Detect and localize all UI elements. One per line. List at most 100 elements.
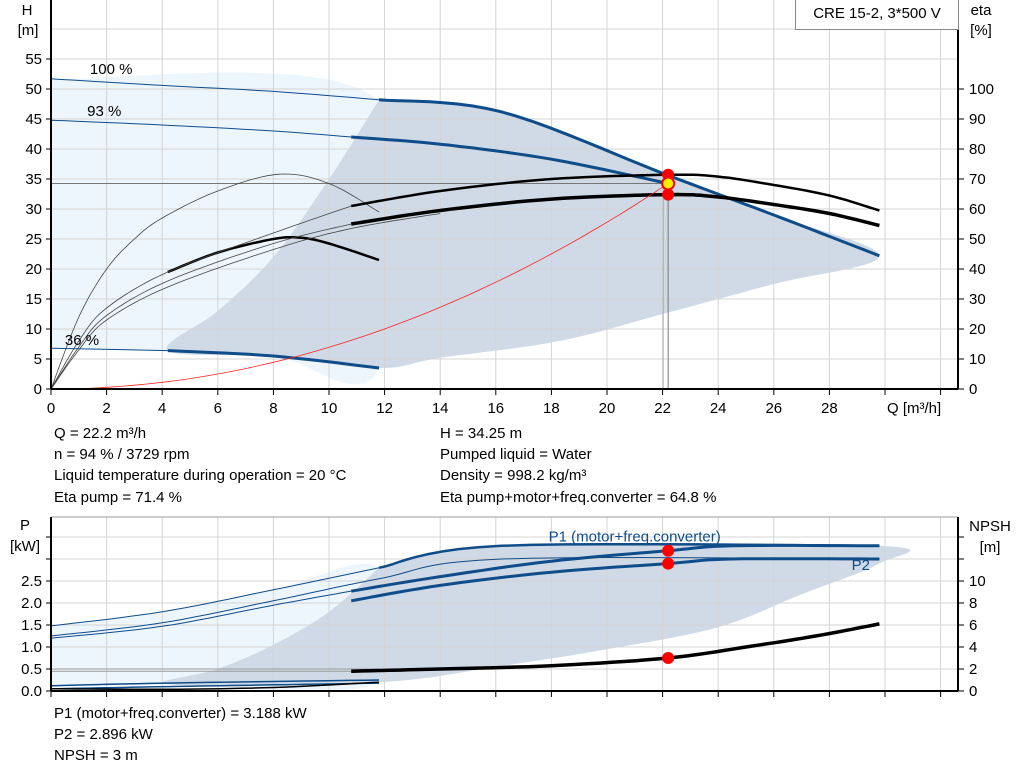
p-tick-label: 2.5	[21, 573, 42, 590]
info-temperature: Liquid temperature during operation = 20…	[54, 467, 347, 484]
head-curve-thin	[50, 119, 352, 138]
y-axis-label: H	[22, 2, 33, 19]
info-h: H = 34.25 m	[440, 425, 523, 442]
npsh-tick-label: 10	[969, 573, 986, 590]
y2-tick-label: 40	[969, 261, 986, 278]
series-label: P1 (motor+freq.converter)	[549, 528, 721, 545]
op-point-p1	[662, 544, 675, 557]
eta-curve	[50, 213, 441, 390]
dark-operating-region	[166, 99, 880, 369]
eta-curve	[350, 173, 880, 212]
speed-label: 93 %	[87, 103, 121, 120]
x-tick-label: 18	[543, 400, 560, 417]
op-point-p2	[662, 557, 675, 570]
npsh-tick-label: 2	[969, 661, 977, 678]
power-curve-thin	[50, 590, 352, 639]
eta-curve	[50, 223, 352, 390]
low-speed-line	[50, 682, 380, 690]
p-tick-label: 0.5	[21, 661, 42, 678]
y-tick-label: 10	[25, 321, 42, 338]
low-speed-line	[50, 679, 380, 687]
y-tick-label: 0	[34, 381, 42, 398]
x-tick-label: 20	[599, 400, 616, 417]
y-tick-label: 35	[25, 171, 42, 188]
speed-label: 100 %	[90, 61, 133, 78]
x-tick-label: 0	[47, 400, 55, 417]
info-npsh: NPSH = 3 m	[54, 747, 138, 764]
y2-tick-label: 70	[969, 171, 986, 188]
x-tick-label: 4	[158, 400, 166, 417]
y-tick-label: 15	[25, 291, 42, 308]
system-curve	[50, 186, 663, 390]
low-speed-line	[51, 681, 380, 691]
p-tick-label: 0.0	[21, 683, 42, 700]
op-point-head	[661, 176, 676, 191]
y-tick-label: 25	[25, 231, 42, 248]
info-speed: n = 94 % / 3729 rpm	[54, 446, 190, 463]
npsh-axis-label: NPSH	[969, 518, 1011, 535]
y-tick-label: 30	[25, 201, 42, 218]
info-density: Density = 998.2 kg/m³	[440, 467, 587, 484]
y2-tick-label: 30	[969, 291, 986, 308]
head-curve	[167, 349, 380, 370]
head-curve-thin	[50, 347, 168, 352]
y2-tick-label: 100	[969, 81, 994, 98]
p-dark-region	[161, 543, 911, 686]
p-tick-label: 1.5	[21, 617, 42, 634]
head-curve-thin	[50, 78, 380, 101]
x-tick-label: 2	[102, 400, 110, 417]
power-curve	[350, 557, 880, 603]
x-tick-label: 14	[432, 400, 449, 417]
speed-label: 36 %	[65, 332, 99, 349]
y2-tick-label: 0	[969, 381, 977, 398]
info-p1: P1 (motor+freq.converter) = 3.188 kW	[54, 705, 307, 722]
y2-tick-label: 80	[969, 141, 986, 158]
x-tick-label: 28	[821, 400, 838, 417]
op-point-eta-total	[662, 188, 675, 201]
npsh-tick-label: 8	[969, 595, 977, 612]
y2-axis-label: eta	[971, 2, 993, 19]
y2-tick-label: 90	[969, 111, 986, 128]
npsh-tick-label: 6	[969, 617, 977, 634]
x-tick-label: 26	[765, 400, 782, 417]
info-p2: P2 = 2.896 kW	[54, 726, 153, 743]
y2-tick-label: 10	[969, 351, 986, 368]
y-tick-label: 55	[25, 51, 42, 68]
chart-title: CRE 15-2, 3*500 V	[795, 0, 959, 30]
npsh-tick-label: 4	[969, 639, 977, 656]
p-tick-label: 2.0	[21, 595, 42, 612]
x-tick-label: 10	[321, 400, 338, 417]
y-tick-label: 5	[34, 351, 42, 368]
y2-axis-unit: [%]	[970, 22, 992, 39]
info-eta-pump: Eta pump = 71.4 %	[54, 489, 182, 506]
info-eta-total: Eta pump+motor+freq.converter = 64.8 %	[440, 489, 717, 506]
eta-curve	[50, 205, 352, 390]
series-label: P2	[852, 557, 870, 574]
power-curve-thin	[50, 556, 880, 637]
y-axis-unit: [m]	[18, 22, 39, 39]
x-axis-label: Q [m³/h]	[887, 400, 941, 417]
power-curve	[350, 543, 880, 593]
y2-tick-label: 50	[969, 231, 986, 248]
head-curve	[351, 135, 669, 185]
x-tick-label: 6	[214, 400, 222, 417]
y2-tick-label: 20	[969, 321, 986, 338]
x-tick-label: 22	[654, 400, 671, 417]
y2-tick-label: 60	[969, 201, 986, 218]
x-tick-label: 16	[487, 400, 504, 417]
op-point-npsh	[662, 652, 675, 664]
x-tick-label: 8	[269, 400, 277, 417]
info-liquid: Pumped liquid = Water	[440, 446, 592, 463]
power-curve-thin	[50, 567, 380, 627]
npsh-axis-unit: [m]	[980, 539, 1001, 556]
x-tick-label: 12	[376, 400, 393, 417]
info-q: Q = 22.2 m³/h	[54, 425, 147, 442]
y-tick-label: 45	[25, 111, 42, 128]
x-tick-label: 24	[710, 400, 727, 417]
y-tick-label: 20	[25, 261, 42, 278]
eta-curve	[50, 173, 380, 390]
y-tick-label: 40	[25, 141, 42, 158]
npsh-tick-label: 0	[969, 683, 977, 700]
y-tick-label: 50	[25, 81, 42, 98]
